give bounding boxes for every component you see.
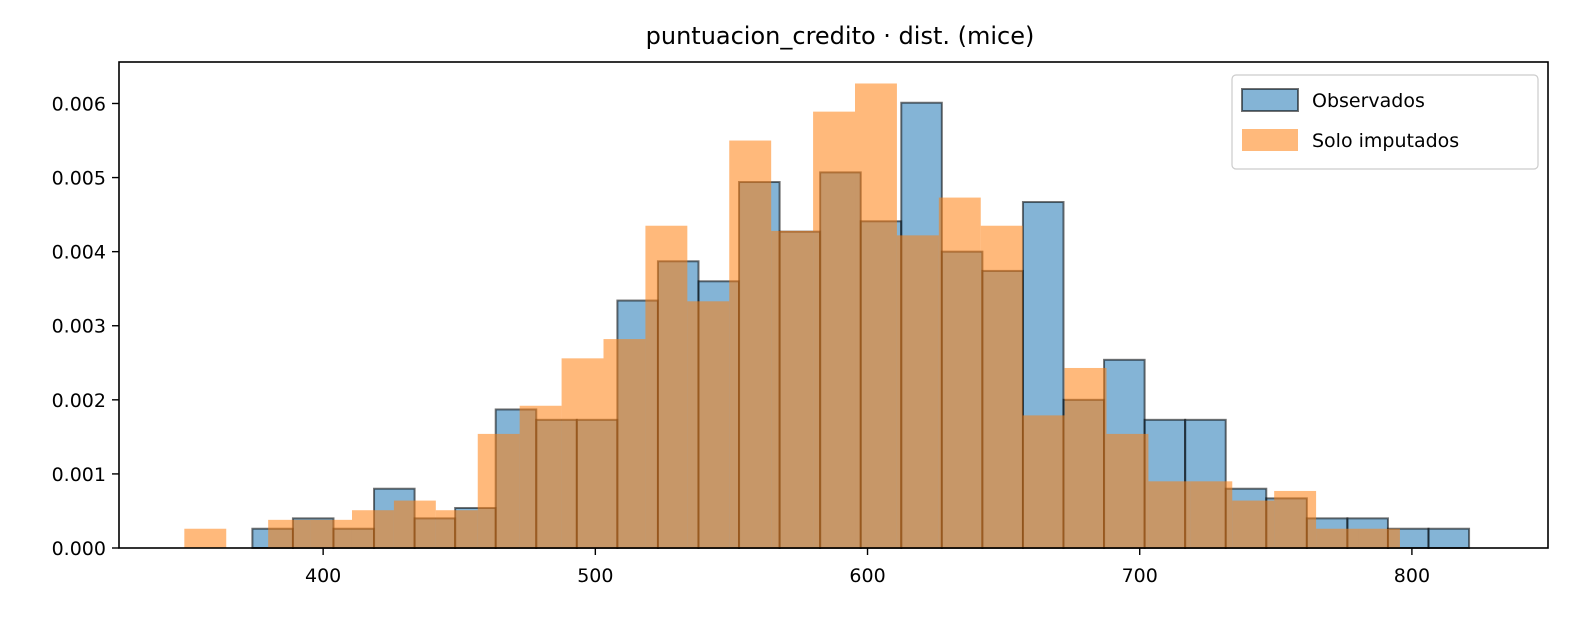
y-tick-label: 0.004 <box>52 242 106 264</box>
bar-imputados-13 <box>729 140 772 548</box>
bar-imputados-8 <box>519 405 562 548</box>
y-tick-label: 0.002 <box>52 390 106 412</box>
y-tick-label: 0.005 <box>52 168 106 190</box>
bar-imputados-28 <box>1358 528 1400 548</box>
x-tick-label: 400 <box>305 565 341 587</box>
bar-observados-29 <box>1427 527 1471 549</box>
bar-imputados-27 <box>1316 528 1359 548</box>
bar-imputados-23 <box>1148 481 1191 548</box>
bar-imputados-14 <box>771 230 814 549</box>
bar-imputados-5 <box>393 500 436 548</box>
bar-imputados-18 <box>938 197 981 548</box>
y-tick-label: 0.003 <box>52 316 106 338</box>
legend-label-0: Observados <box>1312 90 1425 112</box>
bar-imputados-3 <box>310 519 352 548</box>
legend-box <box>1231 74 1539 170</box>
bar-imputados-9 <box>561 358 604 548</box>
bar-imputados-25 <box>1232 500 1275 548</box>
legend-swatch-0 <box>1241 88 1299 112</box>
x-tick-label: 600 <box>849 565 885 587</box>
bar-imputados-11 <box>645 225 688 549</box>
bar-imputados-26 <box>1274 490 1317 548</box>
plot-frame <box>118 61 1549 549</box>
bar-imputados-21 <box>1064 367 1107 548</box>
bar-imputados-10 <box>603 339 646 548</box>
bar-imputados-20 <box>1022 415 1065 548</box>
legend-swatch-1 <box>1242 129 1298 151</box>
bar-imputados-6 <box>435 510 478 548</box>
legend-label-1: Solo imputados <box>1312 130 1459 152</box>
x-tick-label: 700 <box>1122 565 1158 587</box>
bar-imputados-7 <box>477 433 520 548</box>
bar-imputados-24 <box>1190 481 1233 548</box>
bar-imputados-2 <box>268 519 311 548</box>
bar-imputados-16 <box>855 83 897 549</box>
series-1 <box>184 83 1400 549</box>
axes-layer: 400 500 600 700 800 0.000 0.001 0.002 0.003 0.004… <box>52 61 1549 587</box>
bar-imputados-19 <box>980 225 1023 549</box>
y-tick-label: 0.000 <box>52 538 106 560</box>
bar-imputados-0 <box>184 528 227 548</box>
y-tick-label: 0.006 <box>52 93 106 115</box>
bar-imputados-12 <box>687 301 730 548</box>
x-tick-label: 800 <box>1394 565 1430 587</box>
bar-imputados-15 <box>813 111 856 548</box>
y-tick-label: 0.001 <box>52 464 106 486</box>
chart-title: puntuacion_credito · dist. (mice) <box>646 22 1035 50</box>
legend: Observados Solo imputados <box>1231 74 1539 170</box>
bar-imputados-22 <box>1106 433 1149 548</box>
bar-imputados-4 <box>351 510 394 548</box>
bar-imputados-17 <box>896 235 939 549</box>
bars-layer <box>184 83 1471 550</box>
x-tick-label: 500 <box>577 565 613 587</box>
